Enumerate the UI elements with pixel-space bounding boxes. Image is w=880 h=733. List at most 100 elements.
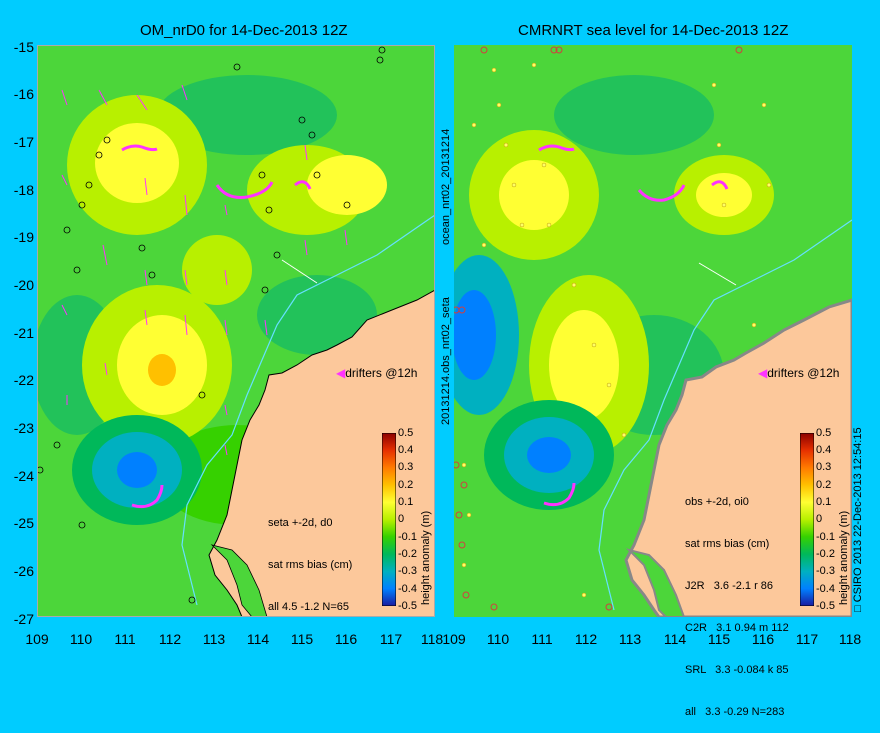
lat-tick: -15 <box>13 39 34 55</box>
drifter-track <box>543 482 576 507</box>
left-colorbar-title: height anomaly (m) <box>420 510 432 605</box>
colorbar-tick: -0.3 <box>398 565 417 577</box>
stats-line: sat rms bias (cm) <box>268 559 353 571</box>
left-panel-title: OM_nrD0 for 14-Dec-2013 12Z <box>140 22 348 39</box>
high-anomaly-patch <box>307 155 387 215</box>
lat-tick: -16 <box>13 86 34 102</box>
left-side-label: ocean_nrt02_20131214 <box>440 128 452 245</box>
right-stats-box: obs +-2d, oi0 sat rms bias (cm) J2R 3.6 … <box>685 467 789 733</box>
colorbar-gradient <box>381 432 397 607</box>
shelf-contour <box>598 219 852 611</box>
shelf-contour <box>181 214 435 606</box>
stats-line: all 4.5 -1.2 N=65 <box>268 601 350 613</box>
lon-tick: 114 <box>246 631 270 647</box>
lon-tick: 114 <box>663 631 687 647</box>
colorbar-tick: 0 <box>816 513 823 525</box>
right-map-svg <box>454 45 852 617</box>
drifter-track <box>215 181 274 199</box>
lon-tick: 110 <box>69 631 93 647</box>
lat-tick: -20 <box>13 277 34 293</box>
low-anomaly-patch <box>454 290 496 380</box>
colorbar-tick: 0.2 <box>398 479 414 491</box>
colorbar-tick: 0.5 <box>816 427 832 439</box>
high-anomaly-patch <box>182 235 252 305</box>
stats-line: all 3.3 -0.29 N=283 <box>685 706 785 718</box>
colorbar-tick: -0.1 <box>816 531 835 543</box>
left-stats-box: seta +-2d, d0 sat rms bias (cm) all 4.5 … <box>268 488 352 628</box>
lat-tick: -24 <box>13 468 34 484</box>
colorbar-tick: -0.1 <box>398 531 417 543</box>
drifter-arrow-icon: ◀ <box>336 366 346 380</box>
lat-tick: -17 <box>13 134 34 150</box>
colorbar-tick: -0.5 <box>816 600 835 612</box>
colorbar-tick: -0.3 <box>816 565 835 577</box>
high-anomaly-patch <box>549 310 619 420</box>
colorbar-tick: 0.4 <box>816 444 832 456</box>
lon-tick: 115 <box>290 631 314 647</box>
drifter-track <box>538 144 575 152</box>
panel-border <box>37 45 435 617</box>
lon-tick: 112 <box>158 631 182 647</box>
drifter-track <box>131 484 164 509</box>
drifter-track <box>294 180 312 190</box>
colorbar-tick: 0.2 <box>816 479 832 491</box>
lon-tick: 118 <box>420 631 444 647</box>
velocity-arrows <box>61 84 348 456</box>
colorbar-tick: 0 <box>398 513 405 525</box>
left-map-svg <box>37 45 435 617</box>
colorbar-tick: 0.4 <box>398 444 414 456</box>
right-colorbar <box>799 432 815 607</box>
cyclonic-eddy <box>117 452 157 488</box>
australia-landmass <box>208 289 435 617</box>
stats-line: C2R 3.1 0.94 m 112 <box>685 622 789 634</box>
drifter-track <box>711 180 729 190</box>
lat-tick: -23 <box>13 420 34 436</box>
drifter-arrow-icon: ◀ <box>758 366 768 380</box>
lon-tick: 111 <box>114 631 136 647</box>
drifter-track <box>637 184 686 202</box>
shark-bay <box>210 544 268 617</box>
stats-line: J2R 3.6 -2.1 r 86 <box>685 580 774 592</box>
right-colorbar-title: height anomaly (m) <box>838 510 850 605</box>
colorbar-tick: 0.5 <box>398 427 414 439</box>
left-map-panel <box>37 45 435 617</box>
colorbar-tick: 0.3 <box>398 461 414 473</box>
high-anomaly-patch <box>148 354 176 386</box>
low-anomaly-patch <box>257 275 377 355</box>
stats-line: obs +-2d, oi0 <box>685 496 749 508</box>
stats-line: SRL 3.3 -0.084 k 85 <box>685 664 789 676</box>
observation-markers <box>37 46 386 604</box>
right-drifters-label: ◀drifters @12h <box>758 366 840 380</box>
lon-tick: 109 <box>442 631 466 647</box>
lon-tick: 117 <box>379 631 403 647</box>
stats-line: seta +-2d, d0 <box>268 517 333 529</box>
colorbar-gradient <box>799 432 815 607</box>
satellite-track-points <box>461 62 772 598</box>
right-map-panel <box>454 45 852 617</box>
drifter-track <box>121 144 158 152</box>
colorbar-tick: -0.5 <box>398 600 417 612</box>
low-anomaly-patch <box>554 75 714 155</box>
shark-bay <box>625 548 686 617</box>
high-anomaly-patch <box>696 173 752 217</box>
colorbar-tick: -0.2 <box>398 548 417 560</box>
lon-tick: 116 <box>334 631 358 647</box>
lat-tick: -25 <box>13 515 34 531</box>
australia-landmass <box>624 298 852 617</box>
colorbar-tick: -0.2 <box>816 548 835 560</box>
high-anomaly-patch <box>95 123 179 203</box>
high-anomaly-patch <box>499 160 569 230</box>
lon-tick: 109 <box>25 631 49 647</box>
lat-tick: -19 <box>13 229 34 245</box>
left-drifters-label: ◀drifters @12h <box>336 366 418 380</box>
low-anomaly-patch <box>157 75 337 155</box>
copyright-label: □ CSIRO 2013 22-Dec-2013 12:54:15 <box>852 427 864 612</box>
lon-tick: 112 <box>574 631 598 647</box>
section-line <box>698 262 737 286</box>
lat-tick: -21 <box>13 325 34 341</box>
right-panel-title: CMRNRT sea level for 14-Dec-2013 12Z <box>518 22 789 39</box>
colorbar-tick: 0.1 <box>398 496 414 508</box>
section-line <box>281 259 318 284</box>
colorbar-tick: 0.1 <box>816 496 832 508</box>
lon-tick: 116 <box>751 631 775 647</box>
